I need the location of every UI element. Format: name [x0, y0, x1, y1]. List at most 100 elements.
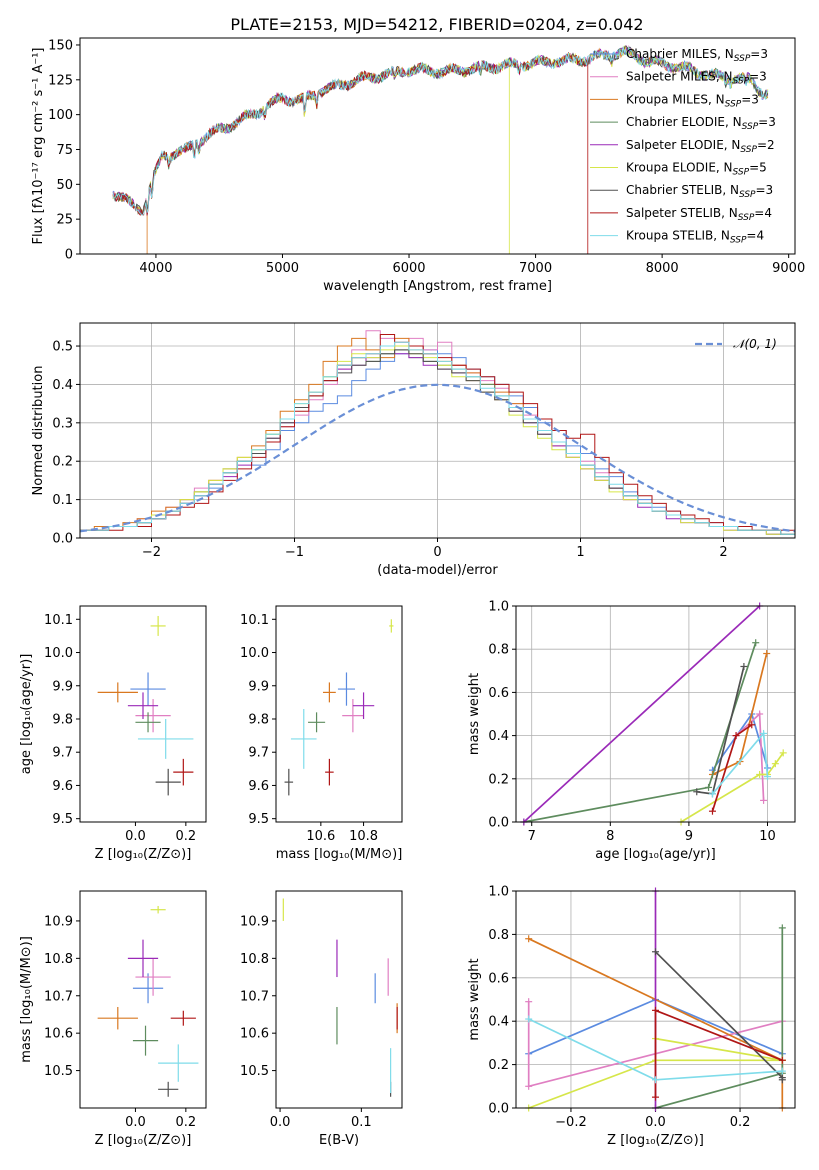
mass-weight-line — [696, 666, 745, 795]
y-axis-label: mass weight — [467, 673, 482, 755]
spectrum-series-line — [112, 46, 769, 216]
y-tick-label: 100 — [48, 108, 73, 123]
legend: Chabrier MILES, NSSP=3 Salpeter MILES, NS… — [590, 47, 776, 246]
x-tick-label: −0.2 — [555, 1115, 587, 1130]
y-tick-label: 0.8 — [488, 643, 509, 658]
x-tick-label: 9 — [685, 829, 693, 844]
histogram-step — [80, 341, 795, 535]
x-tick-label: 6000 — [392, 261, 425, 276]
y-tick-label: 0.2 — [488, 1058, 509, 1073]
y-tick-label: 0.6 — [488, 971, 509, 986]
x-tick-label: 5000 — [266, 261, 299, 276]
panel-7: 0.0 0.1 10.5 10.6 10.7 10.8 10.9 E(B-V) — [240, 890, 403, 1148]
x-tick-label: 0.0 — [125, 1115, 146, 1130]
y-tick-label: 9.8 — [248, 712, 269, 727]
y-axis-label: age [log₁₀(age/yr)] — [19, 654, 34, 775]
panel-5: 7 8 9 10 0.0 0.2 0.4 0.6 0.8 1.0 age [log₁₀(age/yr… — [467, 600, 796, 862]
y-tick-label: 10.7 — [44, 989, 73, 1004]
x-axis-label: Z [log₁₀(Z/Z⊙)] — [607, 1133, 704, 1148]
x-axis-label: Z [log₁₀(Z/Z⊙)] — [95, 847, 192, 862]
mass-weight-line — [523, 606, 761, 822]
y-tick-label: 0.8 — [488, 928, 509, 943]
axes-frame — [275, 605, 403, 823]
figure-title: PLATE=2153, MJD=54212, FIBERID=0204, z=0… — [230, 15, 643, 34]
legend-entry: Salpeter ELODIE, NSSP=2 — [626, 138, 775, 155]
legend-entry: Kroupa MILES, NSSP=3 — [626, 92, 759, 109]
y-tick-label: 9.5 — [248, 812, 269, 827]
y-tick-label: 0.5 — [52, 340, 73, 355]
x-tick-label: 0.2 — [175, 829, 196, 844]
x-tick-label: 0.0 — [270, 1115, 291, 1130]
y-tick-label: 10.6 — [240, 1027, 269, 1042]
y-tick-label: 25 — [56, 213, 73, 228]
x-tick-label: 0.1 — [351, 1115, 372, 1130]
x-axis-label: mass [log₁₀(M/M⊙)] — [276, 847, 403, 862]
y-tick-label: 10.7 — [240, 989, 269, 1004]
panel-1: 4000 5000 6000 7000 8000 9000 0 25 50 75 100 125 150… — [31, 37, 805, 294]
panel-6: 0.0 0.2 10.5 10.6 10.7 10.8 10.9 Z [log₁₀(Z/Z⊙)… — [19, 890, 207, 1148]
x-tick-label: 7000 — [519, 261, 552, 276]
y-tick-label: 75 — [56, 143, 73, 158]
axes-frame — [79, 322, 796, 539]
y-tick-label: 50 — [56, 178, 73, 193]
y-tick-label: 10.8 — [44, 952, 73, 967]
axes-frame — [79, 890, 207, 1109]
spectrum-series-line — [112, 45, 769, 215]
x-tick-label: 0.2 — [730, 1115, 751, 1130]
x-tick-label: 8 — [606, 829, 614, 844]
y-tick-label: 10.1 — [240, 613, 269, 628]
legend-entry: 𝒩(0, 1) — [733, 337, 777, 351]
mass-weight-line — [654, 1009, 783, 1098]
x-tick-label: −2 — [142, 545, 161, 560]
y-tick-label: 9.7 — [52, 746, 73, 761]
x-tick-label: 9000 — [772, 261, 805, 276]
x-axis-label: (data-model)/error — [377, 563, 498, 578]
legend-entry: Kroupa STELIB, NSSP=4 — [626, 229, 764, 246]
y-tick-label: 0.3 — [52, 416, 73, 431]
x-tick-label: 0.0 — [645, 1115, 666, 1130]
y-tick-label: 1.0 — [488, 600, 509, 615]
x-tick-label: −1 — [285, 545, 304, 560]
x-tick-label: 10.6 — [306, 829, 335, 844]
y-tick-label: 9.8 — [52, 712, 73, 727]
normal-curve — [79, 383, 796, 533]
x-tick-label: 8000 — [646, 261, 679, 276]
y-axis-label: Normed distribution — [31, 366, 46, 496]
y-tick-label: 9.6 — [248, 779, 269, 794]
x-tick-label: 10 — [759, 829, 776, 844]
x-tick-label: 0 — [433, 545, 441, 560]
y-tick-label: 9.6 — [52, 779, 73, 794]
y-tick-label: 125 — [48, 73, 73, 88]
y-tick-label: 1.0 — [488, 885, 509, 900]
x-tick-label: 1 — [576, 545, 584, 560]
legend-entry: Chabrier STELIB, NSSP=3 — [626, 183, 773, 200]
axes-frame — [79, 605, 207, 823]
y-tick-label: 0.4 — [488, 729, 509, 744]
y-tick-label: 9.9 — [52, 679, 73, 694]
panel-3: 0.0 0.2 9.5 9.6 9.7 9.8 9.9 10.0 10.1 Z [log₁₀(Z/… — [19, 605, 207, 862]
y-axis-label: mass [log₁₀(M/M⊙)] — [19, 936, 34, 1063]
x-axis-label: E(B-V) — [319, 1133, 359, 1148]
axes-frame — [515, 605, 796, 823]
y-tick-label: 0 — [65, 248, 73, 263]
axes-frame — [515, 890, 796, 1109]
x-tick-label: 0.0 — [125, 829, 146, 844]
y-tick-label: 0.2 — [488, 772, 509, 787]
x-tick-label: 7 — [528, 829, 536, 844]
x-tick-label: 4000 — [139, 261, 172, 276]
y-tick-label: 0.0 — [52, 532, 73, 547]
y-axis-label: mass weight — [467, 958, 482, 1040]
x-tick-label: 2 — [719, 545, 727, 560]
panel-4: 10.6 10.8 9.5 9.6 9.7 9.8 9.9 10.0 10.1 mass [log… — [240, 605, 403, 862]
legend-entry: Salpeter STELIB, NSSP=4 — [626, 206, 772, 223]
x-tick-label: 10.8 — [349, 829, 378, 844]
legend-entry: Chabrier MILES, NSSP=3 — [626, 47, 768, 64]
x-axis-label: wavelength [Angstrom, rest frame] — [323, 279, 552, 294]
y-tick-label: 10.0 — [44, 646, 73, 661]
y-tick-label: 10.5 — [44, 1064, 73, 1079]
axes-frame — [79, 37, 796, 255]
y-tick-label: 150 — [48, 38, 73, 53]
legend-entry: Salpeter MILES, NSSP=3 — [626, 70, 767, 87]
y-tick-label: 0.2 — [52, 455, 73, 470]
